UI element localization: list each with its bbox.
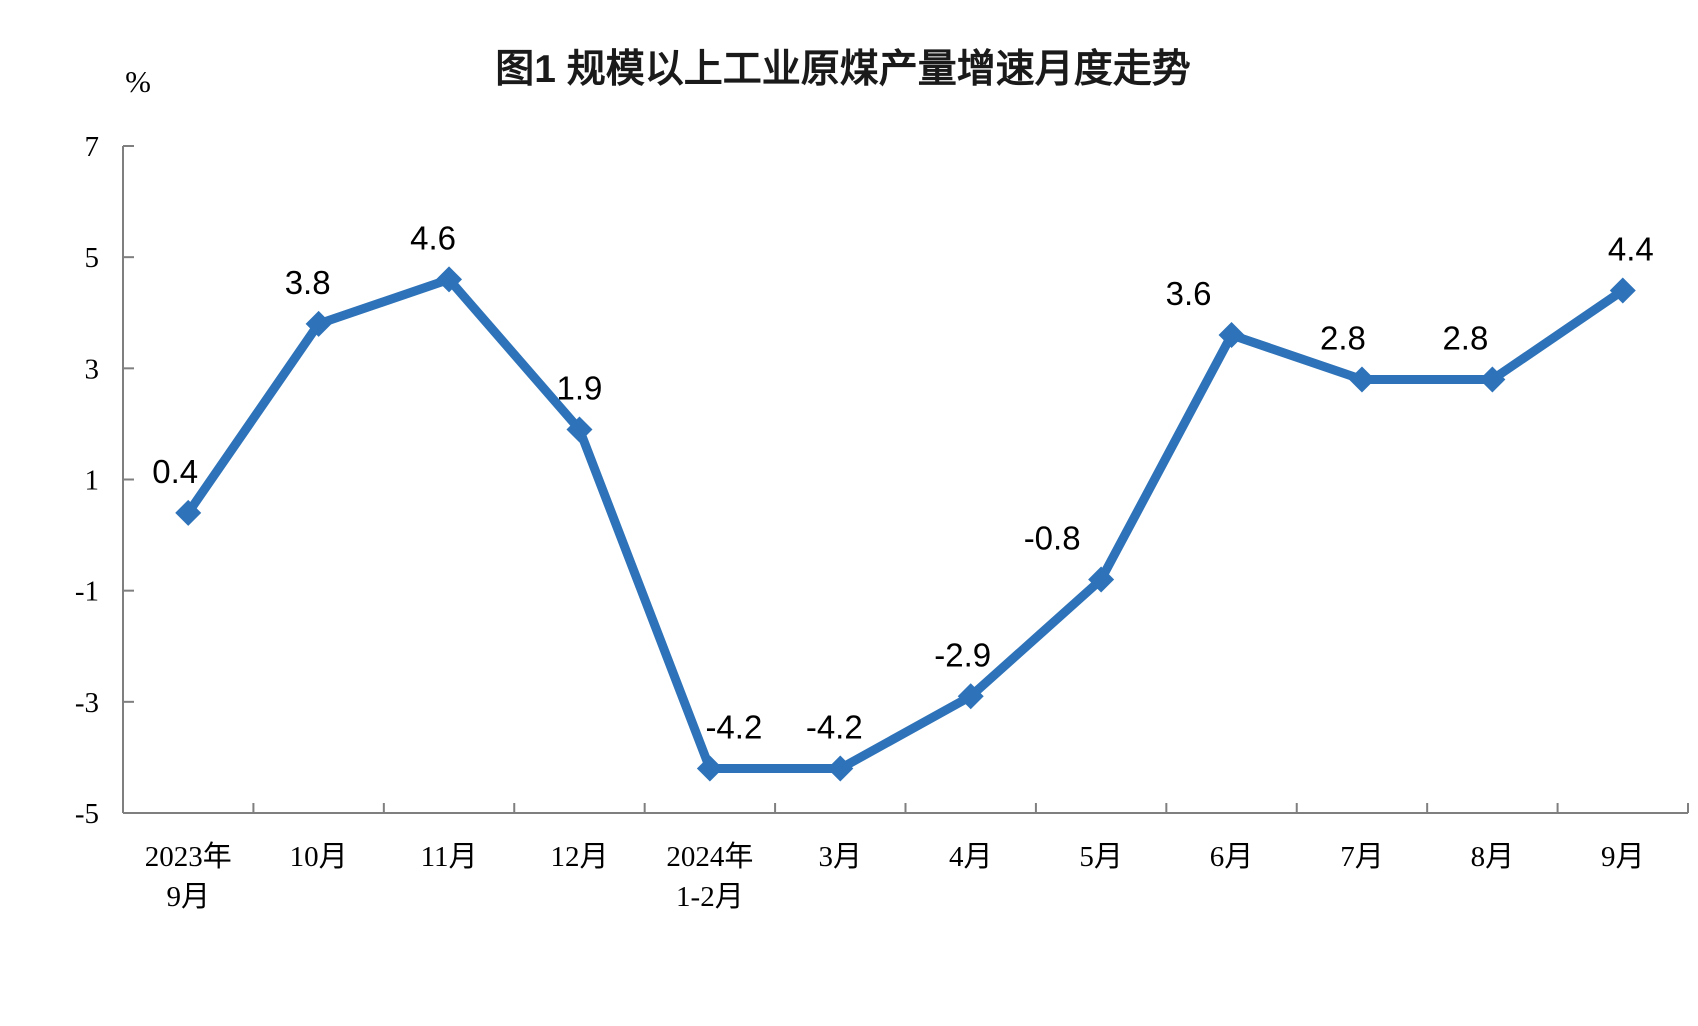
data-point-marker <box>566 416 593 443</box>
chart-title: 图1 规模以上工业原煤产量增速月度走势 <box>495 48 1191 91</box>
data-point-label: 2.8 <box>1442 319 1488 356</box>
data-labels: 0.4 3.8 4.6 1.9 -4.2 -4.2 -2.9 -0.8 3.6 2.8 2.8 4.4 <box>152 219 1653 745</box>
data-point-marker <box>1088 566 1115 593</box>
data-point-marker <box>1479 366 1506 393</box>
x-axis: 2023年 9月 10月 11月 12月 2024年 1-2月 3月 4月 5月 6月 7月 8月 9月 <box>122 803 1689 913</box>
data-point-label: -0.8 <box>1024 520 1081 557</box>
y-axis-tick-label: 3 <box>85 353 100 385</box>
data-point-label: -2.9 <box>934 636 991 673</box>
data-point-label: 3.6 <box>1166 275 1212 312</box>
y-axis-tick-label: -3 <box>75 687 99 719</box>
data-point-label: 0.4 <box>152 453 198 490</box>
data-point-marker <box>436 266 463 293</box>
data-point-marker <box>827 755 854 782</box>
x-axis-category-label: 1-2月 <box>676 881 744 913</box>
data-point-marker <box>1218 321 1245 348</box>
y-axis-tick-label: -5 <box>75 798 99 830</box>
x-axis-category-label: 9月 <box>1601 841 1645 873</box>
x-axis-category-label: 9月 <box>166 881 210 913</box>
line-series <box>175 266 1636 782</box>
x-axis-category-label: 5月 <box>1079 841 1123 873</box>
data-point-label: -4.2 <box>705 709 762 746</box>
data-point-marker <box>696 755 723 782</box>
x-axis-category-label: 4月 <box>949 841 993 873</box>
x-axis-category-label: 12月 <box>550 841 608 873</box>
series-line <box>183 274 1628 774</box>
y-axis-tick-label: -1 <box>75 576 99 608</box>
data-point-marker <box>957 683 984 710</box>
data-point-marker <box>1609 277 1636 304</box>
data-point-label: 3.8 <box>285 264 331 301</box>
x-axis-category-label: 10月 <box>290 841 348 873</box>
data-point-label: 4.6 <box>410 219 456 256</box>
data-point-label: 2.8 <box>1320 319 1366 356</box>
y-axis-tick-label: 7 <box>85 131 100 163</box>
x-axis-category-label: 2024年 <box>666 840 753 873</box>
data-point-label: -4.2 <box>806 709 863 746</box>
data-point-label: 1.9 <box>557 369 603 406</box>
y-axis: 7 5 3 1 -1 -3 -5 <box>75 131 134 830</box>
x-axis-category-label: 11月 <box>421 841 478 873</box>
data-point-marker <box>175 499 202 526</box>
x-axis-category-label: 3月 <box>819 841 863 873</box>
y-axis-unit-label: % <box>125 64 151 99</box>
y-axis-tick-label: 5 <box>85 242 100 274</box>
data-point-marker <box>1348 366 1375 393</box>
data-point-label: 4.4 <box>1608 231 1654 268</box>
x-axis-category-label: 7月 <box>1340 841 1384 873</box>
x-axis-category-label: 2023年 <box>145 840 232 873</box>
y-axis-tick-label: 1 <box>85 465 100 497</box>
data-point-marker <box>305 310 332 337</box>
x-axis-category-label: 6月 <box>1210 841 1254 873</box>
x-axis-category-label: 8月 <box>1471 841 1515 873</box>
